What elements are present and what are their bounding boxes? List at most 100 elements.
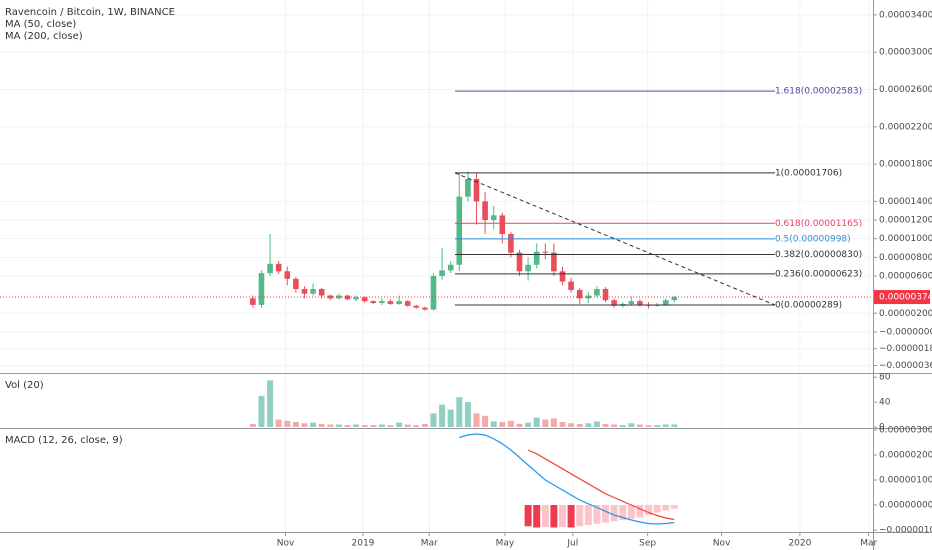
fib-label: 0.236(0.00000623): [775, 269, 862, 279]
trend-line: [454, 172, 776, 306]
volume-bar: [310, 422, 317, 427]
volume-bar: [490, 421, 497, 427]
candle-body: [637, 301, 643, 305]
volume-bar: [284, 420, 291, 427]
candle-body: [533, 251, 540, 265]
volume-bar: [378, 424, 385, 427]
y-tick-label: 40: [879, 398, 891, 408]
candle-body: [361, 297, 368, 302]
y-tick-label: 0.00000200: [879, 451, 932, 461]
volume-bar: [301, 423, 308, 427]
candle-body: [456, 196, 463, 265]
volume-bar: [361, 425, 368, 427]
y-tick-label: 0.00001000: [879, 234, 932, 244]
last-price-box: [874, 290, 930, 305]
candle-body: [465, 179, 471, 197]
histogram-bar: [550, 505, 558, 528]
volume-bar: [413, 425, 420, 427]
candle-body: [576, 289, 583, 299]
volume-bar: [628, 423, 635, 427]
volume-bar: [456, 397, 463, 427]
volume-bar: [499, 422, 506, 427]
y-tick-label: −0.00000000: [879, 327, 932, 337]
volume-bar: [602, 423, 609, 427]
volume-bar: [593, 421, 600, 427]
y-tick-label: 0.00001200: [879, 216, 932, 226]
y-tick-label: 0.00000300: [879, 426, 932, 436]
indicator-label: MA (50, close): [5, 19, 76, 30]
y-tick-label: 0: [879, 423, 885, 433]
volume-bar: [353, 424, 360, 427]
y-tick-label: 0.00000800: [879, 253, 932, 263]
candle-body: [430, 275, 437, 310]
histogram-bar: [645, 505, 653, 515]
histogram-bar: [670, 505, 678, 509]
y-tick-label: 0.00002200: [879, 122, 932, 132]
candle-body: [551, 252, 557, 272]
volume-bar: [292, 422, 299, 427]
volume-bar: [249, 423, 256, 427]
candle-body: [594, 289, 600, 296]
volume-bar: [464, 402, 471, 427]
pane-title: MACD (12, 26, close, 9): [5, 435, 123, 446]
candle-body: [396, 301, 402, 304]
x-tick-label: Nov: [713, 539, 731, 549]
candle-body: [559, 271, 566, 282]
candle-body: [275, 263, 282, 272]
candle-body: [284, 271, 291, 279]
candle-body: [344, 295, 351, 300]
volume-bar: [671, 424, 678, 427]
candle-body: [499, 215, 506, 235]
volume-bar: [430, 413, 437, 427]
x-tick-label: Jul: [566, 539, 578, 549]
volume-bar: [533, 417, 540, 427]
volume-bar: [576, 423, 583, 427]
candle-body: [318, 289, 325, 296]
volume-bar: [267, 380, 274, 427]
volume-bar: [396, 422, 403, 427]
candle-body: [413, 305, 420, 308]
macd-line: [459, 433, 675, 525]
candle-body: [370, 301, 377, 304]
histogram-bar: [593, 505, 601, 524]
candle-body: [671, 297, 678, 301]
histogram-bar: [541, 505, 549, 527]
volume-bar: [258, 395, 265, 427]
histogram-bar: [653, 505, 661, 513]
volume-bar: [387, 425, 394, 427]
x-tick-label: Sep: [639, 539, 656, 549]
fib-label: 0.5(0.00000998): [775, 234, 851, 244]
y-tick-label: 0.00001400: [879, 197, 932, 207]
histogram-bar: [619, 505, 627, 520]
volume-bar: [327, 424, 334, 427]
volume-bar: [473, 413, 480, 427]
volume-bar: [318, 423, 325, 427]
histogram-bar: [662, 505, 670, 511]
candle-body: [447, 264, 454, 271]
x-tick-label: May: [496, 539, 515, 549]
volume-bar: [525, 422, 532, 427]
y-tick-label: 0.00001800: [879, 160, 932, 170]
candle-body: [387, 301, 394, 304]
histogram-bar: [610, 505, 618, 522]
candle-body: [267, 263, 273, 274]
volume-bar: [275, 419, 282, 427]
histogram-bar: [636, 505, 644, 518]
volume-bar: [645, 425, 652, 427]
volume-bar: [370, 425, 377, 427]
histogram-bar: [533, 505, 541, 528]
candle-body: [473, 179, 480, 202]
fib-label: 1(0.00001706): [775, 168, 842, 178]
volume-bar: [542, 419, 549, 427]
histogram-bar: [567, 505, 575, 528]
y-tick-label: 0.00003000: [879, 48, 932, 58]
histogram-bar: [576, 505, 584, 527]
y-tick-label: 0.00000600: [879, 271, 932, 281]
volume-bar: [636, 424, 643, 427]
candle-body: [568, 281, 574, 290]
candle-body: [611, 300, 617, 306]
y-tick-label: 80: [879, 373, 891, 383]
x-tick-label: Mar: [860, 539, 877, 549]
candle-body: [482, 201, 488, 221]
